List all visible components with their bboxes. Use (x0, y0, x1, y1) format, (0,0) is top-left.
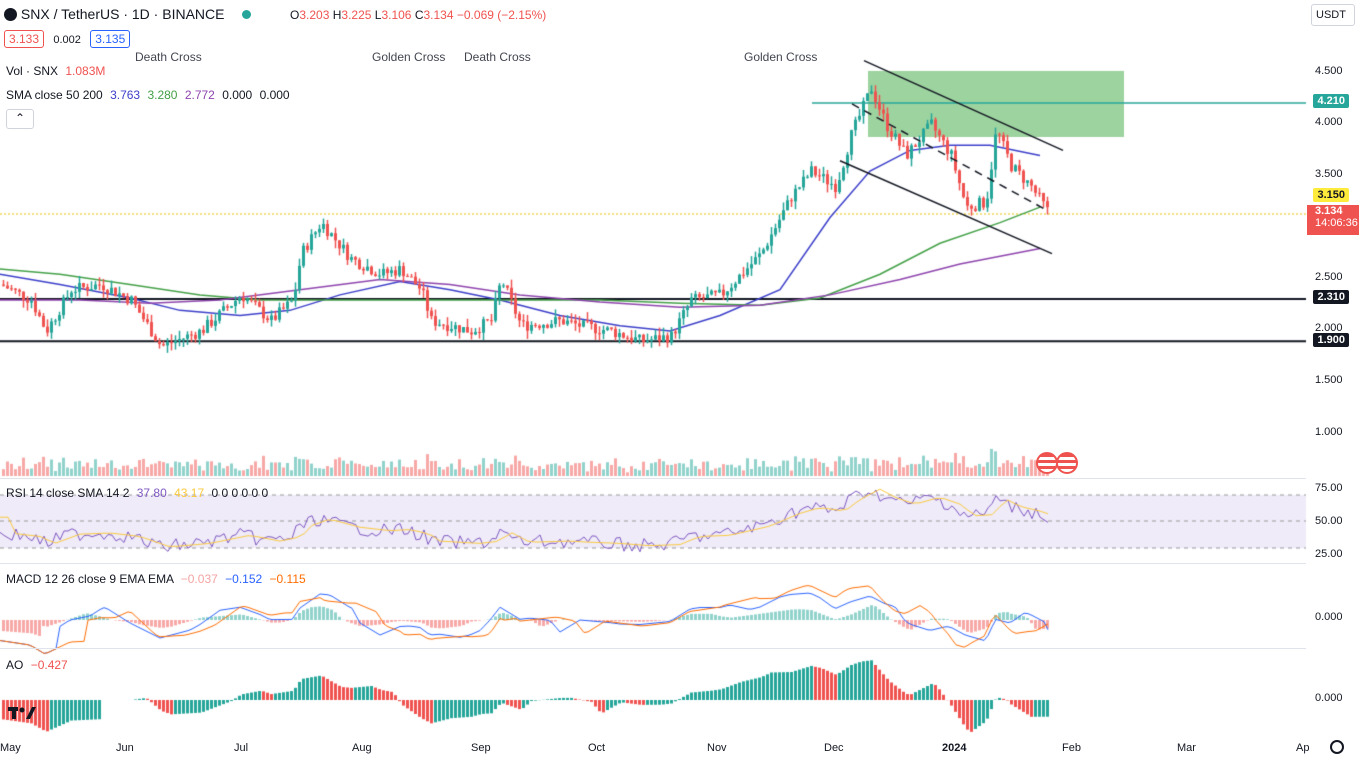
price-axis-label: 1.500 (1315, 374, 1343, 386)
sma-price-tag: 3.150 (1313, 188, 1349, 202)
rsi-axis-label: 50.00 (1315, 515, 1343, 527)
macd-legend[interactable]: MACD 12 26 close 9 EMA EMA −0.037 −0.152… (6, 572, 306, 586)
time-axis-label: Jul (234, 742, 249, 754)
time-axis-label: Nov (707, 742, 727, 754)
symbol-logo-icon (4, 8, 17, 21)
price-axis-label: 2.500 (1315, 271, 1343, 283)
time-axis-label: Oct (588, 742, 606, 754)
pane-separator[interactable] (0, 648, 1306, 649)
gear-icon[interactable] (1330, 740, 1344, 754)
price-axis-label: 1.000 (1315, 426, 1343, 438)
price-axis-label: 3.500 (1315, 168, 1343, 180)
market-status-icon (242, 10, 252, 19)
us-event-flag-icon[interactable] (1036, 452, 1058, 474)
time-axis-label: Feb (1062, 742, 1081, 754)
cross-label: Golden Cross (744, 50, 818, 64)
cross-label: Death Cross (464, 50, 531, 64)
macd-axis-label: 0.000 (1315, 611, 1343, 623)
buy-price-button[interactable]: 3.135 (90, 30, 131, 48)
volume-legend[interactable]: Vol · SNX 1.083M (6, 64, 106, 78)
symbol-header[interactable]: SNX / TetherUS · 1D · BINANCE (4, 6, 252, 22)
cross-label: Golden Cross (372, 50, 446, 64)
time-axis-label: Dec (824, 742, 844, 754)
rsi-axis-label: 25.00 (1315, 548, 1343, 560)
tradingview-logo-icon[interactable] (8, 704, 40, 727)
us-event-flag-icon[interactable] (1056, 452, 1078, 474)
time-axis-label: Sep (471, 742, 491, 754)
rsi-legend[interactable]: RSI 14 close SMA 14 2 37.80 43.17 0 0 0 … (6, 486, 269, 500)
time-axis-label: Jun (116, 742, 134, 754)
pane-separator[interactable] (0, 478, 1306, 479)
time-axis-label: Ap (1296, 742, 1310, 754)
price-axis-label: 2.000 (1315, 322, 1343, 334)
rsi-axis-label: 75.00 (1315, 482, 1343, 494)
bid-ask-panel: 3.133 0.002 3.135 (4, 30, 131, 48)
price-axis-label: 4.000 (1315, 116, 1343, 128)
spread-value: 0.002 (53, 34, 81, 46)
support-price-tag: 2.310 (1313, 290, 1349, 304)
last-price-tag: 3.134 14:06:36 (1307, 205, 1359, 235)
symbol-title: SNX / TetherUS · 1D · BINANCE (20, 6, 225, 22)
time-axis-label: 2024 (942, 742, 967, 754)
support-price-tag: 1.900 (1313, 333, 1349, 347)
chevron-up-icon: ⌃ (14, 111, 26, 125)
time-axis-label: Aug (352, 742, 372, 754)
collapse-legend-button[interactable]: ⌃ (6, 109, 34, 129)
ohlc-readout: O3.203 H3.225 L3.106 C3.134 −0.069 (−2.1… (290, 8, 547, 22)
time-axis-label: Mar (1177, 742, 1196, 754)
ao-legend[interactable]: AO −0.427 (6, 658, 68, 672)
pane-separator[interactable] (0, 563, 1306, 564)
sell-price-button[interactable]: 3.133 (4, 30, 45, 48)
price-axis-label: 4.500 (1315, 65, 1343, 77)
currency-selector[interactable]: USDT (1311, 4, 1355, 26)
sma-legend[interactable]: SMA close 50 200 3.763 3.280 2.772 0.000… (6, 88, 290, 102)
time-axis-label: May (0, 742, 21, 754)
ao-axis-label: 0.000 (1315, 692, 1343, 704)
resistance-price-tag: 4.210 (1313, 94, 1349, 108)
cross-label: Death Cross (135, 50, 202, 64)
